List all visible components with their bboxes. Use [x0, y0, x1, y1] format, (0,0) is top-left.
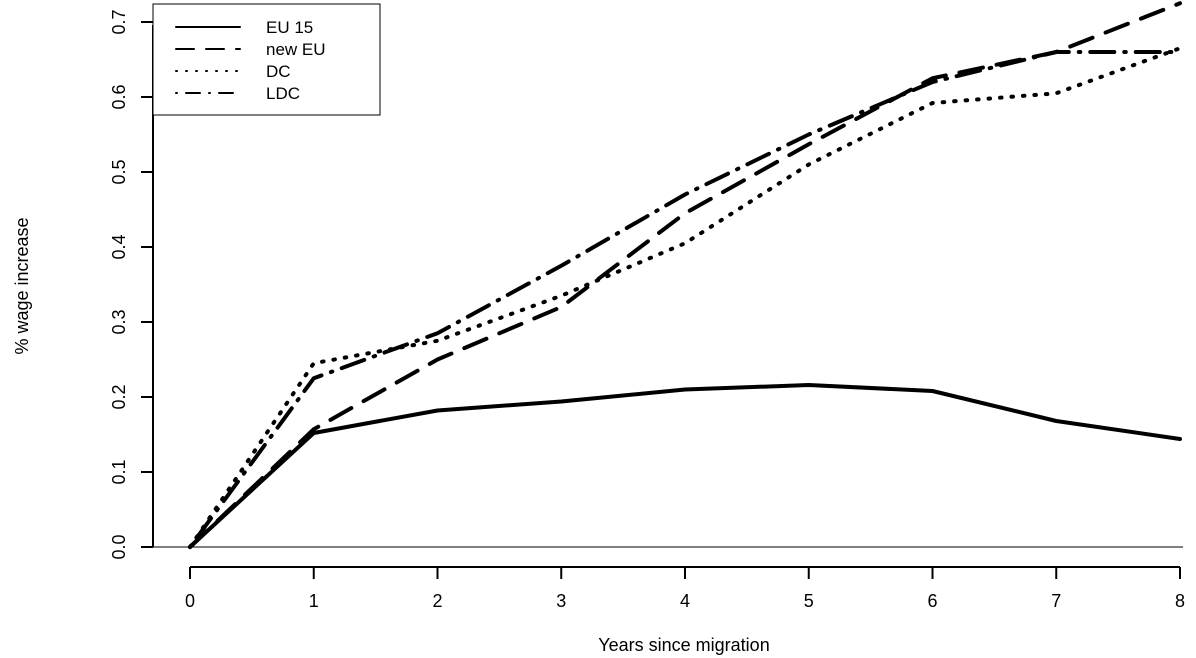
- legend-box: [152, 3, 381, 116]
- legend-label: LDC: [266, 84, 300, 103]
- y-tick-label: 0.1: [109, 459, 129, 484]
- x-tick-label: 6: [927, 591, 937, 611]
- x-tick-label: 0: [185, 591, 195, 611]
- x-tick-label: 3: [556, 591, 566, 611]
- x-tick-label: 8: [1175, 591, 1185, 611]
- x-tick-label: 7: [1051, 591, 1061, 611]
- y-tick-label: 0.2: [109, 384, 129, 409]
- y-tick-label: 0.0: [109, 534, 129, 559]
- x-axis-ticks: 0 1 2 3 4 5 6 7 8: [185, 567, 1185, 611]
- legend-label: new EU: [266, 40, 326, 59]
- legend: EU 15 new EU DC LDC: [152, 3, 381, 116]
- legend-label: EU 15: [266, 18, 313, 37]
- y-axis-ticks: 0.0 0.1 0.2 0.3 0.4 0.5 0.6 0.7: [109, 9, 153, 560]
- y-tick-label: 0.5: [109, 159, 129, 184]
- y-tick-label: 0.6: [109, 84, 129, 109]
- series-line-dc: [188, 46, 1182, 549]
- series-line-eu-15: [188, 383, 1182, 549]
- x-tick-label: 2: [432, 591, 442, 611]
- y-tick-label: 0.7: [109, 9, 129, 34]
- series-line-ldc: [188, 50, 1182, 549]
- y-tick-label: 0.4: [109, 234, 129, 259]
- x-tick-label: 5: [804, 591, 814, 611]
- x-axis-label: Years since migration: [598, 635, 769, 655]
- series-layer: [188, 1, 1182, 549]
- legend-label: DC: [266, 62, 291, 81]
- y-tick-label: 0.3: [109, 309, 129, 334]
- y-axis-label: % wage increase: [12, 217, 32, 354]
- x-tick-label: 4: [680, 591, 690, 611]
- x-tick-label: 1: [309, 591, 319, 611]
